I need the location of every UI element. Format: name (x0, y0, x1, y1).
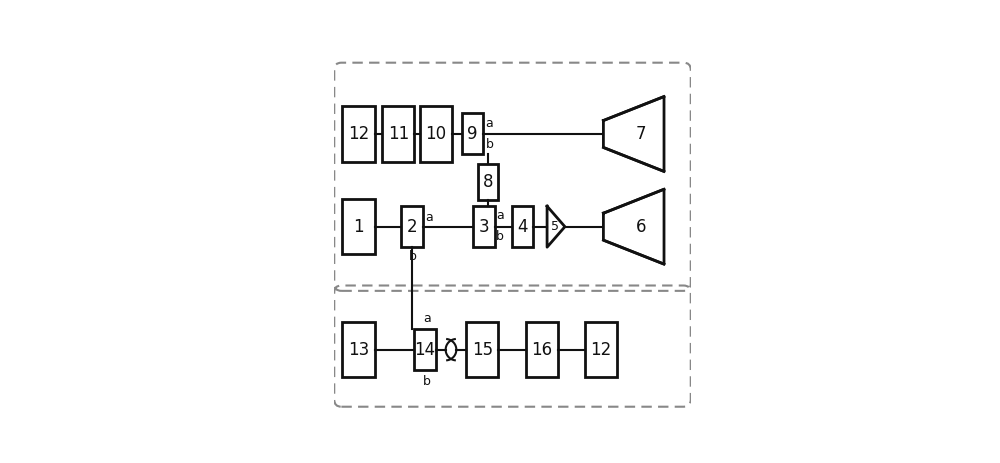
Text: 1: 1 (353, 218, 364, 236)
FancyBboxPatch shape (473, 206, 495, 247)
Text: 8: 8 (483, 173, 494, 191)
FancyBboxPatch shape (342, 322, 375, 377)
Text: 11: 11 (388, 125, 409, 143)
FancyBboxPatch shape (382, 106, 414, 162)
Text: 5: 5 (551, 220, 559, 233)
Text: 4: 4 (517, 218, 528, 236)
FancyBboxPatch shape (466, 322, 498, 377)
Text: 15: 15 (472, 341, 493, 359)
Text: 12: 12 (348, 125, 369, 143)
Text: a: a (496, 209, 504, 222)
FancyBboxPatch shape (401, 206, 423, 247)
FancyBboxPatch shape (512, 206, 533, 247)
FancyBboxPatch shape (462, 113, 483, 155)
FancyBboxPatch shape (585, 322, 617, 377)
Text: a: a (423, 312, 431, 325)
FancyBboxPatch shape (526, 322, 558, 377)
Text: 14: 14 (415, 341, 436, 359)
Text: a: a (425, 211, 433, 224)
Text: 16: 16 (531, 341, 552, 359)
Text: 3: 3 (479, 218, 489, 236)
Text: b: b (485, 138, 493, 150)
Text: 2: 2 (407, 218, 417, 236)
FancyBboxPatch shape (478, 164, 498, 200)
Text: 12: 12 (590, 341, 612, 359)
Text: 7: 7 (636, 125, 646, 143)
Text: b: b (496, 230, 504, 243)
Text: b: b (423, 375, 431, 388)
FancyBboxPatch shape (342, 106, 375, 162)
FancyBboxPatch shape (420, 106, 452, 162)
Text: a: a (485, 117, 493, 130)
Text: b: b (409, 250, 417, 263)
FancyBboxPatch shape (342, 199, 375, 254)
FancyBboxPatch shape (414, 329, 436, 370)
Text: 6: 6 (636, 218, 646, 236)
Text: 9: 9 (467, 125, 478, 143)
Text: 13: 13 (348, 341, 369, 359)
Text: 10: 10 (425, 125, 446, 143)
